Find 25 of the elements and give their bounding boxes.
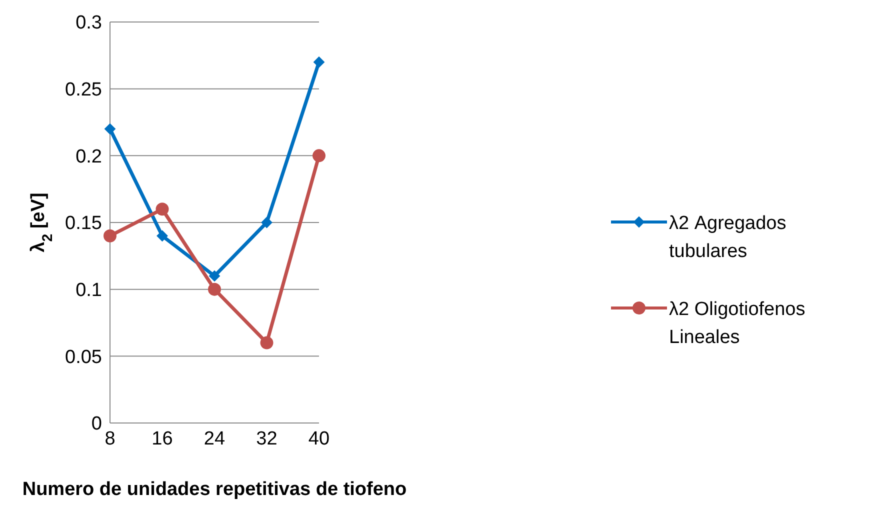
x-tick-label: 40 [308,428,330,450]
legend-label: λ2 Oligotiofenos Lineales [669,298,806,350]
point [156,230,168,242]
y-tick-label: 0.1 [76,280,102,302]
point [104,123,116,134]
x-tick-label: 16 [152,428,173,450]
y-tick-label: 0.25 [65,80,102,101]
y-tick-label: 0 [91,414,102,435]
y-tick-label: 0.3 [76,12,102,34]
point [312,149,326,162]
x-tick-label: 24 [204,428,226,450]
point [209,270,220,282]
point [260,336,274,350]
legend-label: λ2 Agregados tubulares [669,212,788,264]
x-axis-title: Numero de unidades repetitivas de tiofeno [22,479,407,500]
y-tick-label: 0.2 [76,146,102,168]
y-tick-label: 0.15 [65,213,102,234]
point [261,217,272,228]
x-tick-label: 8 [104,428,116,450]
point [156,202,169,216]
point [104,229,116,242]
x-tick-label: 32 [256,428,278,450]
point [208,282,221,296]
y-tick-label: 0.05 [65,346,102,368]
point [314,56,324,68]
